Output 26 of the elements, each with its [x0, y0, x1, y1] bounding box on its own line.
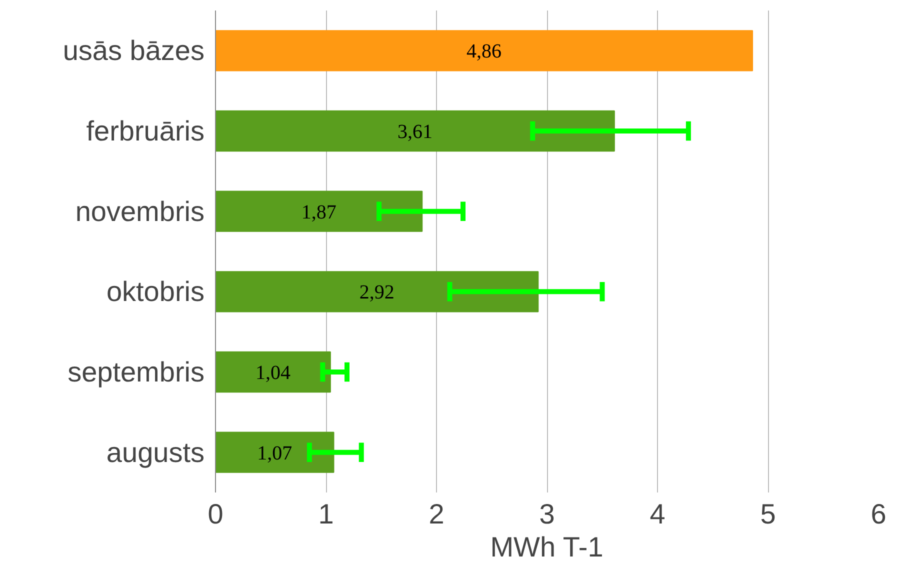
- data-label: 1,07: [257, 442, 292, 464]
- x-tick-label: 6: [870, 498, 886, 530]
- bar: [216, 271, 539, 312]
- y-tick-label: usās bāzes: [62, 35, 204, 66]
- bar: [216, 351, 331, 393]
- x-tick-label: 1: [318, 498, 334, 530]
- y-tick-label: oktobris: [106, 276, 205, 308]
- y-tick-label: augusts: [106, 436, 205, 468]
- data-label: 4,86: [466, 40, 502, 63]
- bar: [216, 432, 334, 473]
- data-label: 1,87: [301, 201, 336, 224]
- data-label: 3,61: [397, 121, 432, 143]
- data-label: 2,92: [359, 282, 394, 304]
- y-tick-label: septembris: [68, 356, 204, 388]
- x-tick-label: 2: [428, 498, 444, 530]
- bar: [216, 110, 615, 152]
- x-tick-label: 0: [208, 498, 224, 530]
- bar: [216, 30, 754, 72]
- data-label: 1,04: [255, 362, 290, 384]
- bar: [216, 190, 423, 232]
- x-axis-title: MWh T-1: [490, 532, 604, 562]
- x-tick-label: 4: [650, 498, 666, 530]
- y-tick-label: ferbruāris: [86, 116, 205, 146]
- x-tick-label: 3: [539, 498, 555, 530]
- x-tick-label: 5: [760, 498, 776, 530]
- y-tick-label: novembris: [75, 196, 205, 227]
